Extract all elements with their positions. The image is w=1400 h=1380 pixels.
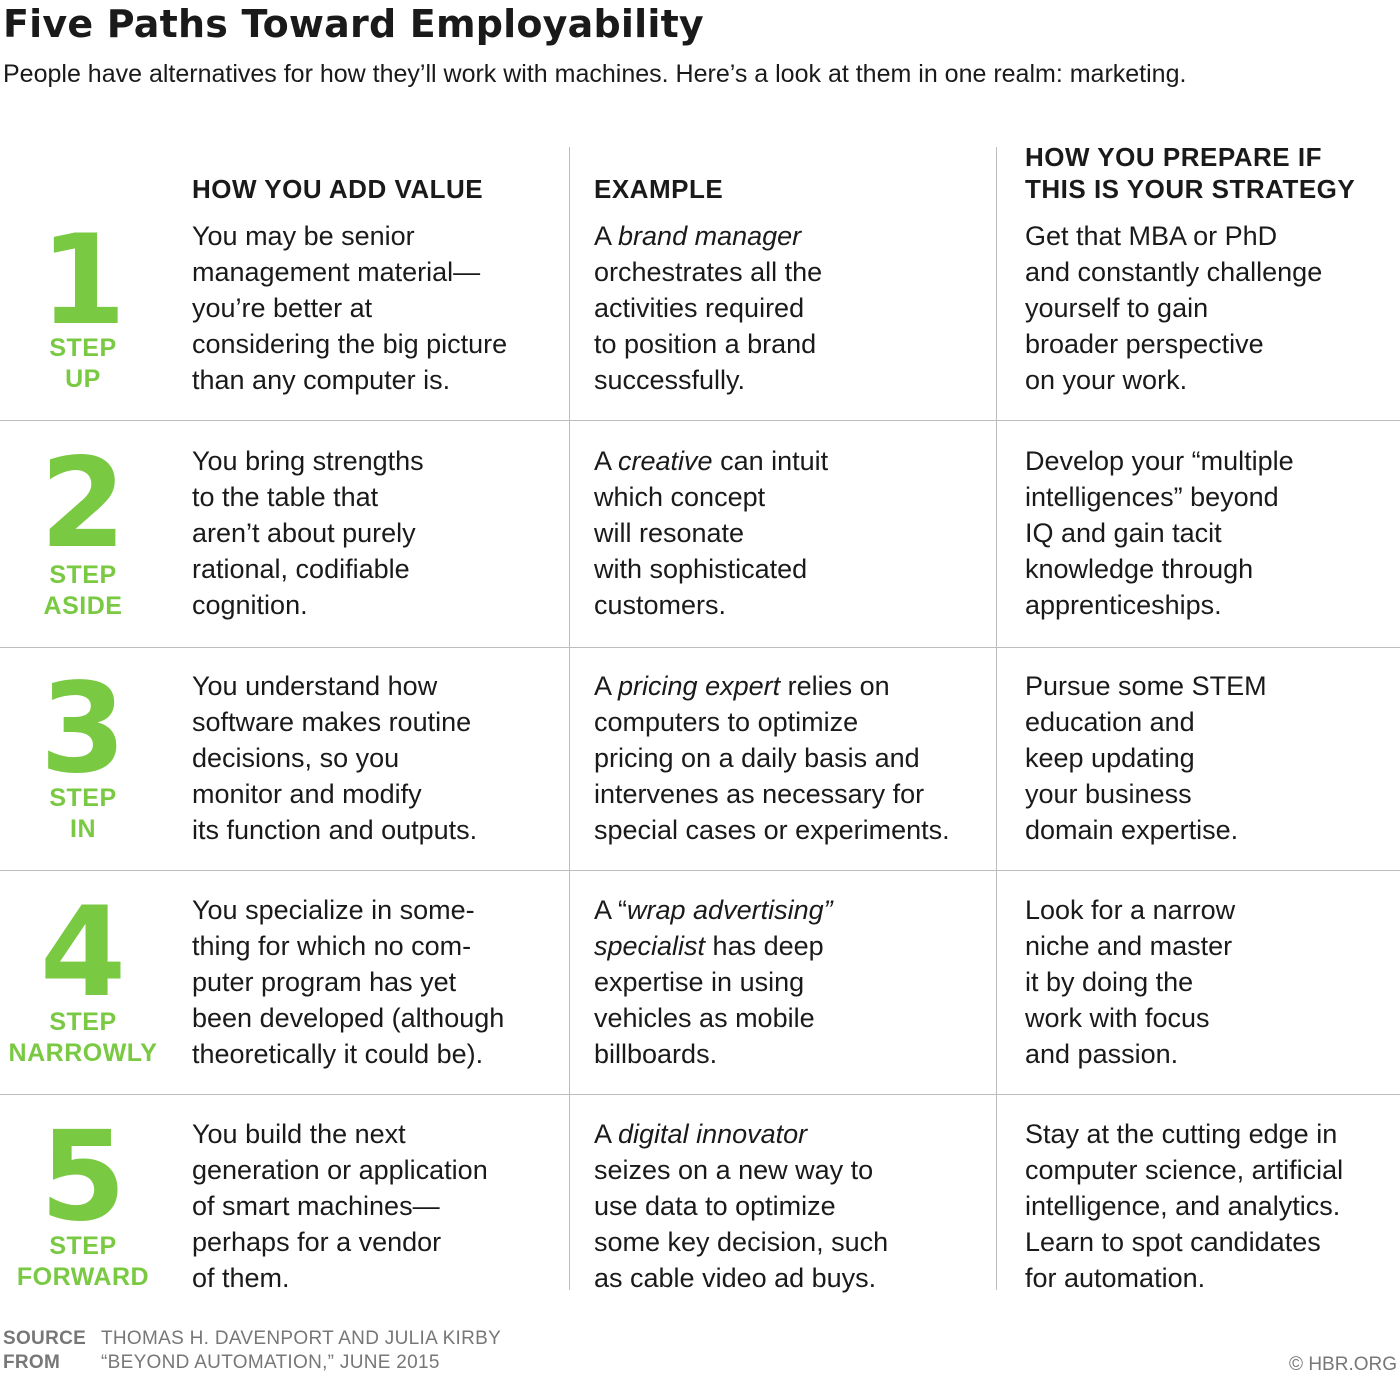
step-label: STEP ASIDE xyxy=(43,561,123,620)
example-cell: A digital innovator seizes on a new way … xyxy=(594,1116,989,1296)
prepare-cell: Stay at the cutting edge in computer sci… xyxy=(1025,1119,1344,1293)
step-label: STEP NARROWLY xyxy=(8,1008,158,1067)
column-divider-2 xyxy=(996,147,997,1290)
source-key: SOURCE xyxy=(3,1328,87,1349)
step-number: 1 xyxy=(39,209,127,353)
prepare-cell: Look for a narrow niche and master it by… xyxy=(1025,895,1236,1069)
example-text: seizes on a new way to use data to optim… xyxy=(594,1155,889,1293)
from-key: FROM xyxy=(3,1352,61,1373)
example-text: A xyxy=(594,1119,619,1149)
prepare-cell: Pursue some STEM education and keep upda… xyxy=(1025,671,1267,845)
value-cell: You specialize in some- thing for which … xyxy=(192,895,505,1069)
example-text: has deep expertise in using vehicles as … xyxy=(594,931,824,1069)
page-title: Five Paths Toward Employability xyxy=(3,2,704,46)
example-text: orchestrates all the activities required… xyxy=(594,257,823,395)
example-role: wrap advertising” specialist xyxy=(594,895,833,961)
prepare-cell: Get that MBA or PhD and constantly chall… xyxy=(1025,221,1323,395)
prepare-cell: Develop your “multiple intelligences” be… xyxy=(1025,446,1294,620)
example-cell: A “wrap advertising” specialist has deep… xyxy=(594,892,989,1072)
step-label: STEP FORWARD xyxy=(16,1232,150,1291)
value-cell: You may be senior management material— y… xyxy=(192,221,508,395)
row-divider xyxy=(0,420,1400,421)
example-text: A xyxy=(594,671,619,701)
row-divider xyxy=(0,870,1400,871)
example-text: can intuit which concept will resonate w… xyxy=(594,446,829,620)
header-how-you-add-value: HOW YOU ADD VALUE xyxy=(192,174,484,204)
step-number: 4 xyxy=(39,881,127,1025)
header-example: EXAMPLE xyxy=(594,174,724,204)
step-label: STEP UP xyxy=(49,334,117,393)
example-role: brand manager xyxy=(618,221,802,251)
example-text: A xyxy=(594,446,619,476)
example-text: A “ xyxy=(594,895,628,925)
example-text: A xyxy=(594,221,619,251)
example-role: pricing expert xyxy=(618,671,781,701)
step-label: STEP IN xyxy=(49,784,117,843)
source-value: THOMAS H. DAVENPORT AND JULIA KIRBY xyxy=(101,1328,502,1349)
step-number: 5 xyxy=(39,1105,127,1249)
example-role: creative xyxy=(618,446,713,476)
example-text: relies on computers to optimize pricing … xyxy=(594,671,950,845)
page-subtitle: People have alternatives for how they’ll… xyxy=(3,60,1187,88)
value-cell: You build the next generation or applica… xyxy=(192,1119,488,1293)
example-cell: A creative can intuit which concept will… xyxy=(594,443,989,623)
source-line: SOURCE THOMAS H. DAVENPORT AND JULIA KIRB… xyxy=(3,1328,501,1350)
from-line: FROM “BEYOND AUTOMATION,” JUNE 2015 xyxy=(3,1352,440,1374)
value-cell: You bring strengths to the table that ar… xyxy=(192,446,424,620)
step-number: 2 xyxy=(39,432,127,576)
column-divider-1 xyxy=(569,147,570,1290)
header-how-you-prepare: HOW YOU PREPARE IF THIS IS YOUR STRATEGY xyxy=(1025,142,1356,204)
row-divider xyxy=(0,647,1400,648)
example-cell: A pricing expert relies on computers to … xyxy=(594,668,989,848)
row-divider xyxy=(0,1094,1400,1095)
value-cell: You understand how software makes routin… xyxy=(192,671,478,845)
from-value: “BEYOND AUTOMATION,” JUNE 2015 xyxy=(101,1352,440,1373)
example-role: digital innovator xyxy=(618,1119,808,1149)
copyright: © HBR.ORG xyxy=(1289,1354,1397,1375)
example-cell: A brand manager orchestrates all the act… xyxy=(594,218,989,398)
step-number: 3 xyxy=(39,657,127,801)
